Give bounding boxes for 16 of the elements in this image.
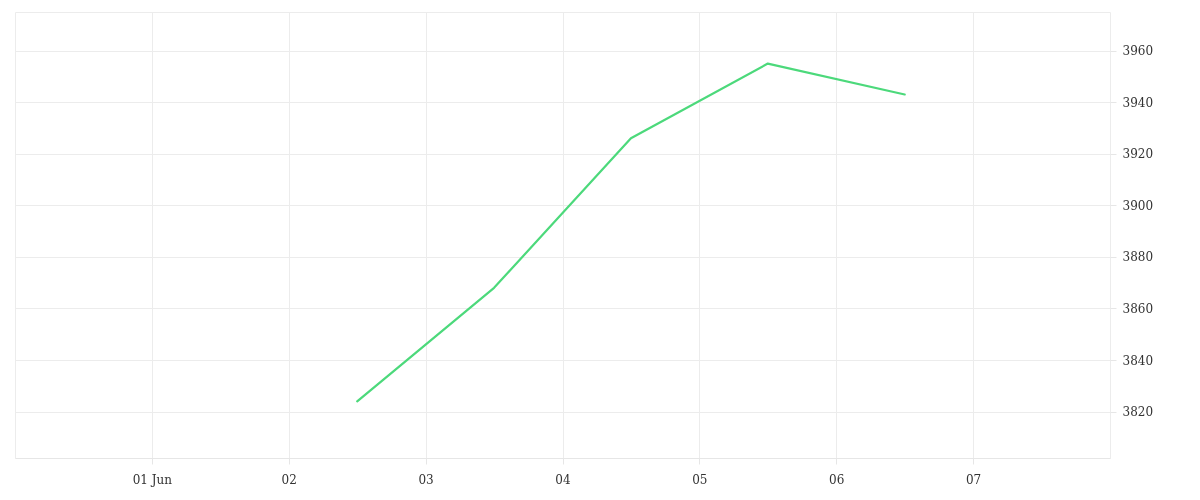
y-tick-label: 3940 bbox=[1122, 95, 1154, 110]
x-tick-label: 07 bbox=[965, 472, 982, 487]
y-tick-label: 3960 bbox=[1122, 44, 1154, 59]
line-series bbox=[356, 62, 906, 403]
y-tick-label: 3900 bbox=[1122, 198, 1154, 213]
y-tick-label: 3860 bbox=[1122, 301, 1154, 316]
x-tick-label: 01 Jun bbox=[132, 472, 173, 487]
y-tick-label: 3840 bbox=[1122, 353, 1154, 368]
y-tick-label: 3920 bbox=[1122, 147, 1154, 162]
x-tick-label: 02 bbox=[281, 472, 297, 487]
x-tick-label: 04 bbox=[555, 472, 571, 487]
x-tick-label: 03 bbox=[418, 472, 434, 487]
y-tick-label: 3820 bbox=[1122, 405, 1154, 420]
y-tick-label: 3880 bbox=[1122, 250, 1154, 265]
x-tick-label: 06 bbox=[829, 472, 845, 487]
x-tick-label: 05 bbox=[692, 472, 708, 487]
